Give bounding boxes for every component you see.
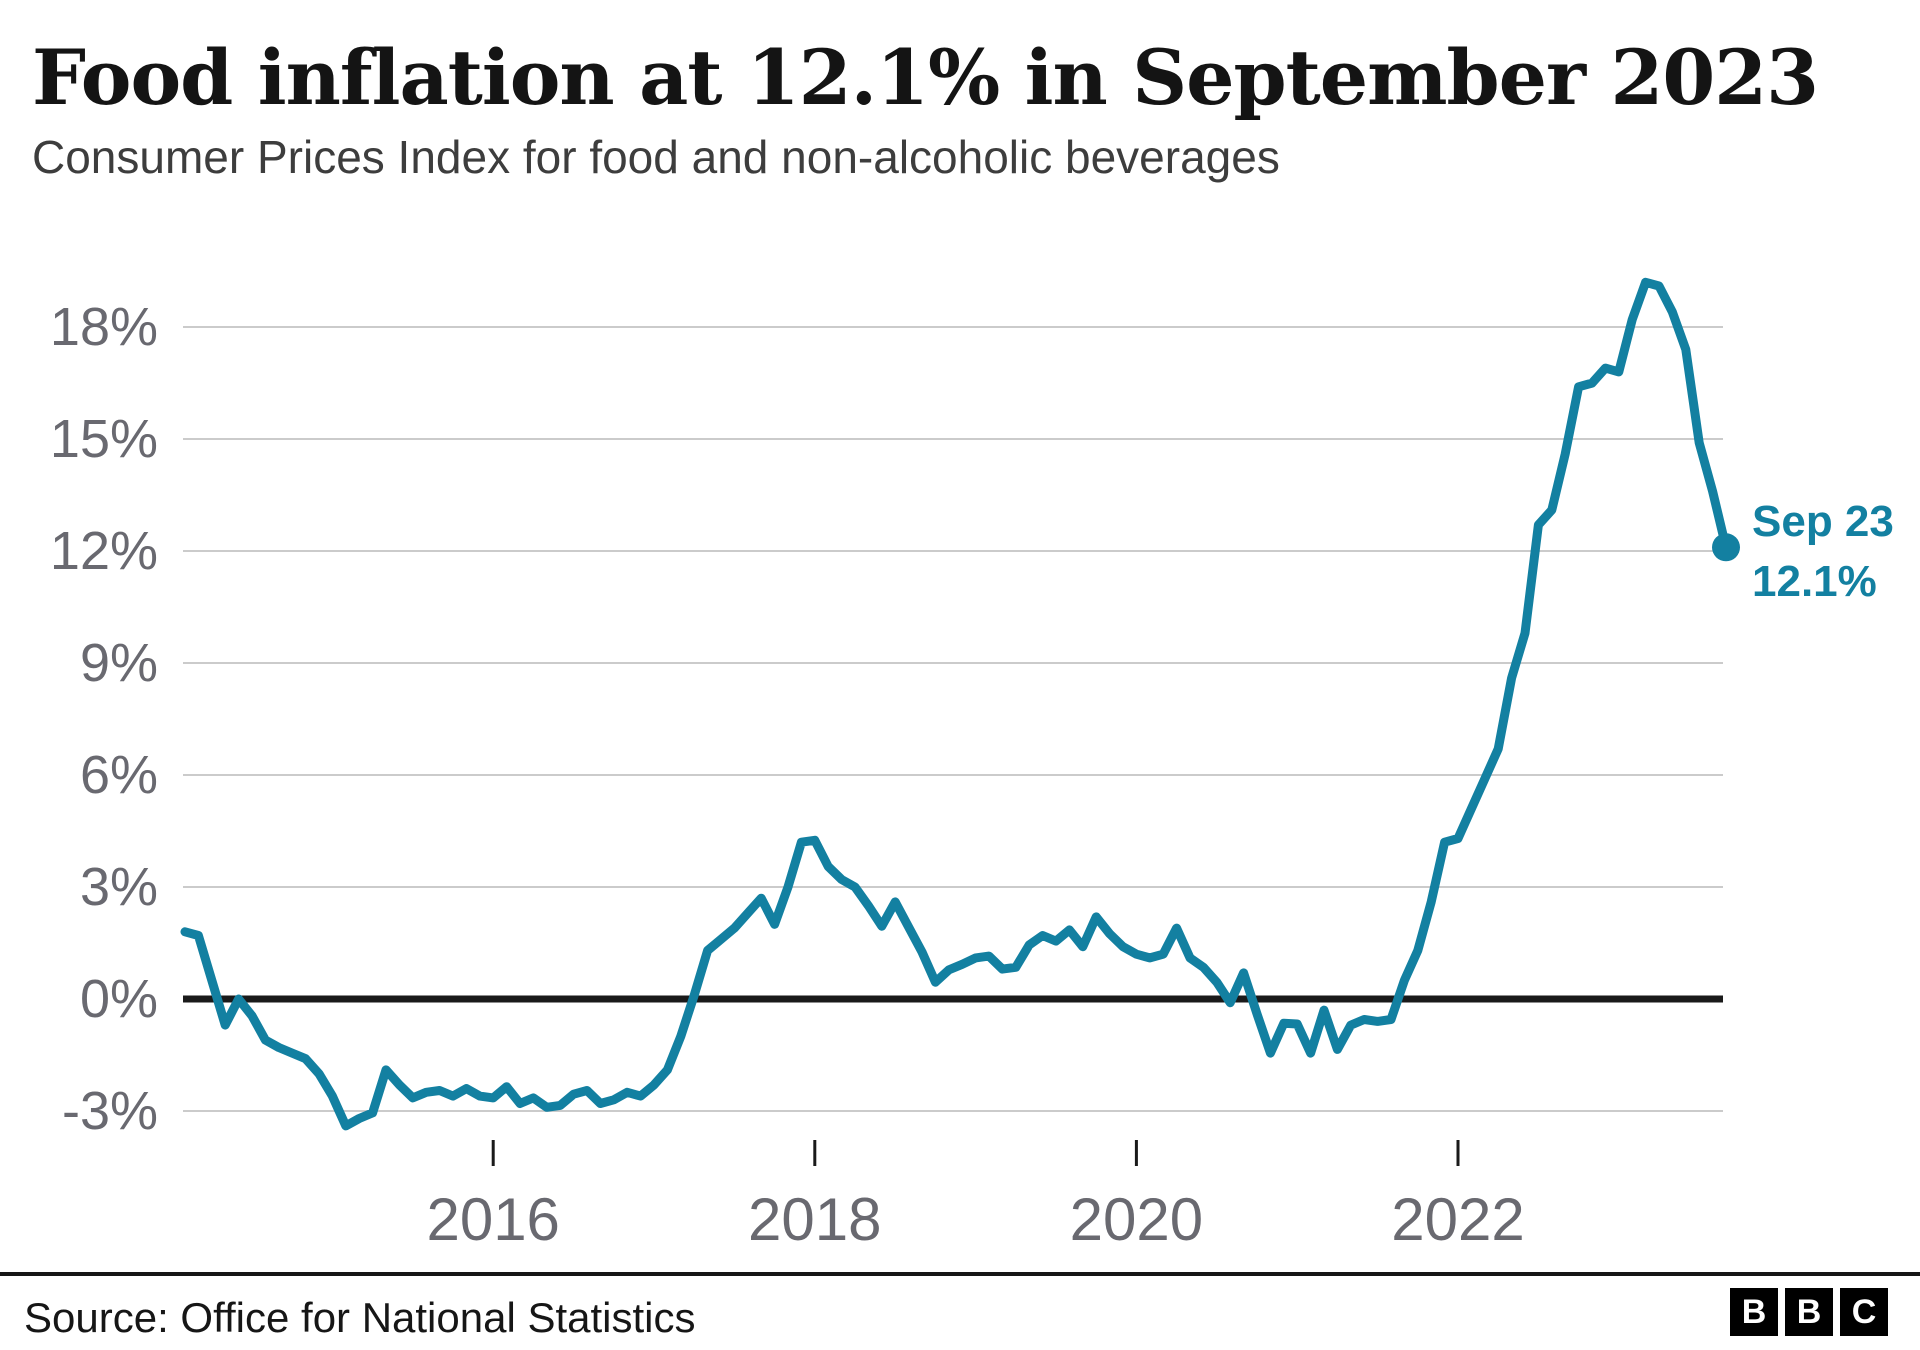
x-axis-year-label: 2018: [748, 1186, 881, 1253]
x-axis-year-label: 2022: [1391, 1186, 1524, 1253]
x-axis-year-label: 2020: [1070, 1186, 1203, 1253]
page-title: Food inflation at 12.1% in September 202…: [32, 33, 1819, 122]
y-axis-tick-label: 0%: [80, 969, 158, 1029]
inflation-trend-line: [180, 277, 1731, 1131]
bbc-logo-letter: B: [1730, 1288, 1778, 1336]
bbc-logo-letter: C: [1840, 1288, 1888, 1336]
y-axis-tick-label: 15%: [50, 409, 158, 469]
bbc-logo-letter: B: [1785, 1288, 1833, 1336]
page-subtitle: Consumer Prices Index for food and non-a…: [32, 131, 1280, 183]
y-axis-tick-label: 18%: [50, 297, 158, 357]
source-credit: Source: Office for National Statistics: [24, 1294, 696, 1341]
y-axis-tick-label: 6%: [80, 745, 158, 805]
latest-value-annotation: Sep 23 12.1%: [1752, 497, 1894, 606]
x-axis-year-label: 2016: [426, 1186, 559, 1253]
y-axis-tick-label: 3%: [80, 857, 158, 917]
y-axis-tick-label: -3%: [62, 1081, 158, 1141]
footer-divider: [0, 1272, 1920, 1276]
latest-value-dot: [1712, 533, 1740, 562]
y-axis-tick-label: 9%: [80, 633, 158, 693]
y-axis-tick-label: 12%: [50, 521, 158, 581]
